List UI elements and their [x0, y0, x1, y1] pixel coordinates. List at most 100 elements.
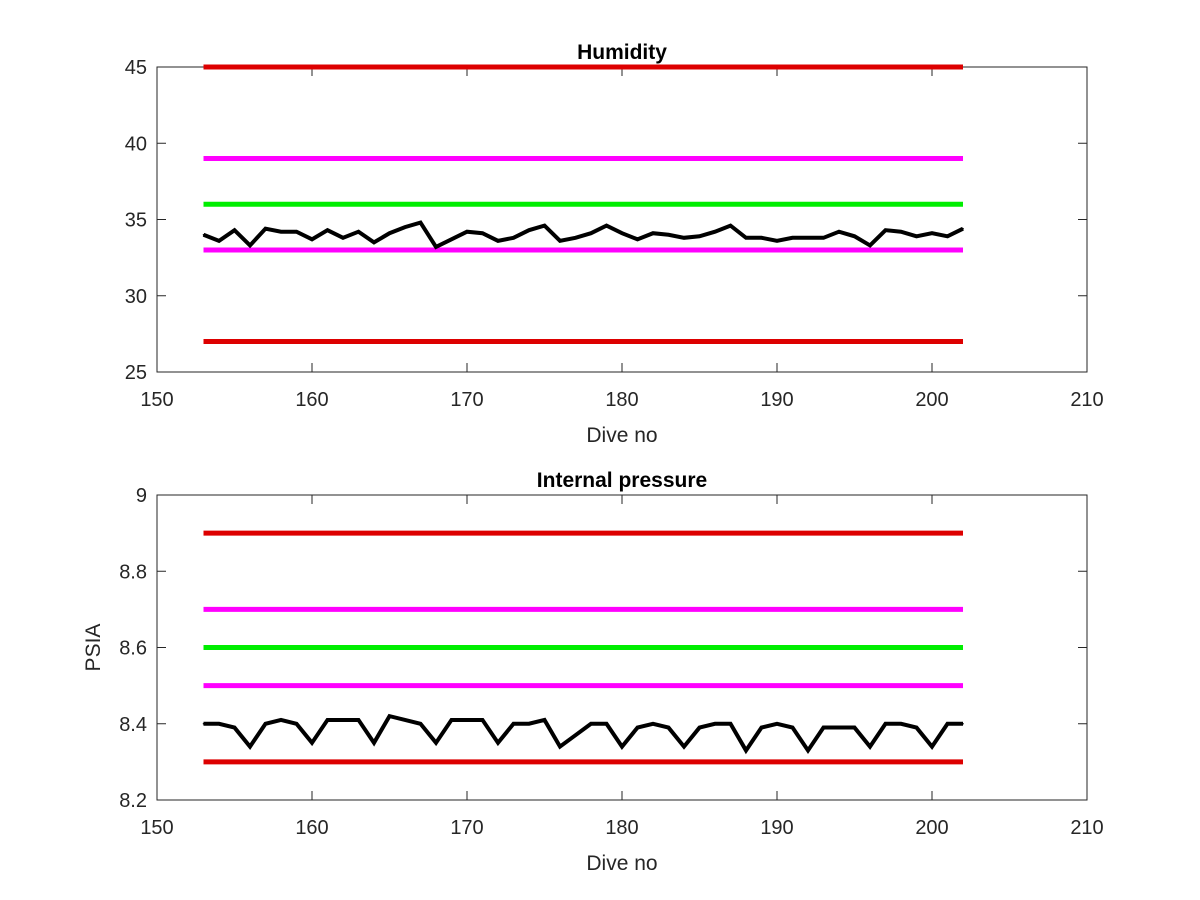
y-tick-label: 25 [125, 362, 147, 384]
data-point [791, 726, 794, 729]
y-tick-label: 40 [125, 133, 147, 155]
data-point [884, 722, 887, 725]
data-point [652, 232, 654, 235]
data-point [528, 229, 530, 231]
data-point [745, 749, 747, 752]
data-point [807, 237, 809, 239]
data-point [636, 238, 639, 241]
data-point [745, 237, 747, 239]
data-point [714, 722, 716, 725]
data-point [838, 230, 840, 233]
data-point [962, 227, 964, 230]
y-tick-label: 45 [125, 57, 147, 79]
x-tick-label: 160 [295, 389, 328, 411]
chart-title: Humidity [577, 41, 667, 64]
x-tick-label: 200 [915, 389, 948, 411]
y-tick-label: 8.2 [119, 790, 147, 812]
data-point [760, 237, 763, 239]
x-tick-label: 180 [605, 389, 638, 411]
data-point [605, 224, 608, 227]
subplot-1: 150 160 170 180 190 200 210 25 30 35 40 45 Humidity D… [125, 41, 1104, 447]
data-point [621, 745, 623, 748]
data-point [807, 749, 809, 752]
x-tick-label: 190 [760, 389, 793, 411]
data-point [915, 235, 918, 238]
data-point [900, 722, 902, 725]
data-series-line [203, 713, 963, 755]
data-point [683, 237, 685, 239]
data-point [342, 237, 344, 239]
data-point [791, 237, 794, 239]
plot-area-frame [156, 66, 1088, 373]
data-point [946, 235, 949, 238]
y-tick-label: 35 [125, 210, 147, 232]
x-tick-label: 150 [140, 389, 173, 411]
y-axis-label: PSIA [82, 624, 105, 672]
data-series-line [202, 220, 964, 250]
data-point [574, 734, 577, 736]
data-point [280, 719, 282, 721]
y-tick-label: 8.8 [119, 561, 147, 583]
data-point [233, 229, 236, 231]
data-point [202, 233, 205, 236]
data-point [559, 240, 561, 242]
data-point [869, 745, 871, 748]
data-point [621, 232, 623, 235]
data-point [776, 240, 778, 242]
data-point [900, 230, 902, 233]
x-tick-label: 210 [1070, 389, 1103, 411]
data-point [419, 221, 422, 224]
data-point [590, 232, 592, 235]
data-point [931, 232, 933, 235]
data-point [528, 722, 530, 725]
data-point [915, 726, 918, 729]
y-tick-label: 8.6 [119, 638, 147, 660]
data-point [838, 726, 840, 729]
x-tick-label: 170 [450, 817, 483, 839]
x-tick-label: 190 [760, 817, 793, 839]
x-axis-label: Dive no [586, 852, 657, 875]
data-point [559, 745, 561, 748]
data-point [683, 745, 685, 748]
data-point [218, 722, 220, 725]
y-tick-label: 9 [136, 485, 147, 507]
x-tick-label: 200 [915, 817, 948, 839]
data-point [373, 742, 375, 744]
data-point [311, 238, 313, 241]
data-point [776, 722, 778, 725]
data-point [249, 244, 251, 247]
data-point [822, 237, 825, 239]
data-point [512, 237, 515, 239]
data-point [311, 742, 313, 744]
data-point [729, 722, 732, 725]
data-point [357, 719, 360, 721]
data-point [388, 232, 391, 235]
data-point [202, 722, 205, 725]
data-point [698, 726, 701, 729]
data-point [512, 722, 515, 725]
x-tick-label: 180 [605, 817, 638, 839]
x-tick-label: 170 [450, 389, 483, 411]
data-point [419, 722, 422, 725]
data-point [264, 227, 267, 230]
data-point [543, 224, 546, 227]
data-point [574, 237, 577, 239]
data-point [497, 742, 499, 744]
data-point [714, 230, 716, 233]
data-point [667, 233, 670, 236]
data-point [326, 719, 329, 721]
data-point [295, 722, 298, 725]
data-point [295, 230, 298, 233]
data-point [280, 230, 282, 233]
data-point [435, 246, 437, 248]
data-point [729, 224, 732, 227]
data-point [404, 719, 406, 721]
data-point [652, 722, 654, 725]
x-tick-label: 160 [295, 817, 328, 839]
data-point [264, 722, 267, 725]
data-point [636, 726, 639, 729]
data-point [760, 726, 763, 729]
data-point [853, 726, 856, 729]
data-point [218, 240, 220, 242]
data-point [822, 726, 825, 729]
